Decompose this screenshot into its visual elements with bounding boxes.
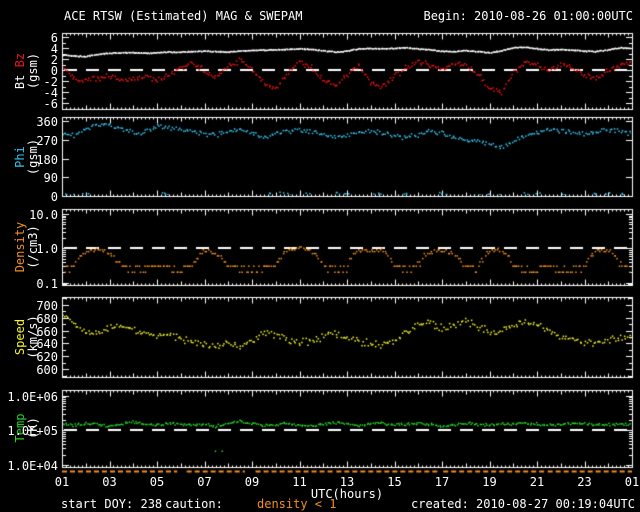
y-tick-label: 360 (36, 114, 58, 129)
y-tick-label: 180 (36, 152, 58, 167)
x-tick-label: 01 (624, 475, 640, 489)
x-tick-label: 13 (339, 475, 355, 489)
y-tick-label: 1.0E+04 (7, 458, 58, 473)
caution-label: caution: (165, 497, 223, 511)
y-tick-label: -6 (43, 96, 58, 111)
y-tick-label: 270 (36, 133, 58, 148)
y-tick-label: 700 (36, 298, 58, 313)
y-tick-label: 640 (36, 336, 58, 351)
y-tick-label: 620 (36, 349, 58, 364)
y-tick-label: 1.0E+05 (7, 423, 58, 438)
x-tick-label: 23 (577, 475, 592, 489)
start-doy-label: start DOY: 238 (61, 497, 163, 511)
x-tick-label: 19 (482, 475, 497, 489)
x-tick-label: 09 (244, 475, 260, 489)
y-tick-label: 6 (50, 30, 58, 45)
x-tick-label: 03 (102, 475, 117, 489)
x-tick-label: 05 (149, 475, 165, 489)
y-tick-label: 0 (50, 189, 58, 204)
plot-title: ACE RTSW (Estimated) MAG & SWEPAM (64, 9, 303, 23)
created-timestamp: created: 2010-08-27 00:19:04UTC (411, 497, 635, 511)
x-tick-label: 21 (529, 475, 545, 489)
x-tick-label: 15 (387, 475, 402, 489)
begin-timestamp: Begin: 2010-08-26 01:00:00UTC (423, 9, 633, 23)
x-tick-label: 01 (54, 475, 70, 489)
y-tick-label: 4 (50, 41, 58, 56)
caution-value: density < 1 (257, 497, 337, 511)
x-tick-label: 11 (292, 475, 307, 489)
y-tick-label: -4 (43, 85, 58, 100)
y-tick-label: 1.0 (36, 241, 58, 256)
x-axis-title: UTC(hours) (310, 487, 384, 501)
y-tick-label: -2 (43, 74, 58, 89)
y-tick-label: 0.1 (36, 276, 58, 291)
y-tick-label: 1.0E+06 (7, 389, 58, 404)
y-tick-label: 680 (36, 311, 58, 326)
y-tick-label: 660 (36, 324, 58, 339)
x-tick-label: 07 (197, 475, 212, 489)
x-tick-label: 17 (434, 475, 450, 489)
y-tick-label: 600 (36, 362, 58, 377)
y-tick-label: 90 (43, 170, 58, 185)
y-tick-label: 10.0 (29, 207, 58, 222)
y-tick-label: 0 (50, 63, 58, 78)
y-tick-label: 2 (50, 52, 58, 67)
